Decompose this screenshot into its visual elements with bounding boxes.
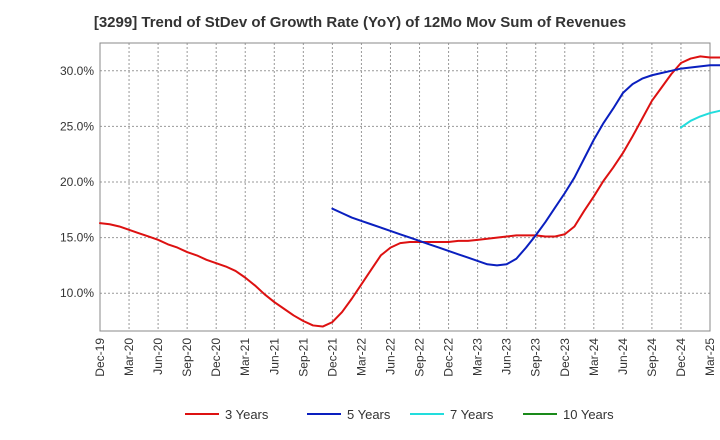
x-tick-label: Jun-20 — [151, 338, 165, 375]
x-tick-label: Sep-20 — [180, 338, 194, 377]
legend-label: 5 Years — [347, 407, 391, 422]
x-axis: Dec-19 Mar-20 Jun-20 Sep-20 Dec-20 Mar-21 Jun-… — [93, 338, 717, 377]
y-tick-label: 15.0% — [60, 231, 94, 245]
series-layer — [99, 55, 720, 328]
chart-title: [3299] Trend of StDev of Growth Rate (Yo… — [93, 14, 627, 31]
x-tick-label: Sep-21 — [296, 338, 310, 377]
x-tick-label: Mar-21 — [238, 338, 252, 376]
legend-label: 7 Years — [450, 407, 494, 422]
series-line-3-years — [99, 55, 720, 328]
x-tick-label: Dec-21 — [325, 338, 339, 377]
x-tick-label: Dec-24 — [674, 338, 688, 377]
x-tick-label: Mar-25 — [703, 338, 717, 376]
y-axis: 10.0% 15.0% 20.0% 25.0% 30.0% — [60, 64, 94, 300]
x-tick-label: Dec-22 — [442, 338, 456, 377]
legend-label: 10 Years — [563, 407, 614, 422]
x-tick-label: Jun-24 — [616, 338, 630, 375]
grid-layer — [100, 43, 710, 331]
x-tick-label: Sep-23 — [529, 338, 543, 377]
series-line-7-years — [679, 109, 720, 129]
y-tick-label: 25.0% — [60, 119, 94, 133]
x-tick-label: Mar-22 — [354, 338, 368, 376]
x-tick-label: Jun-21 — [267, 338, 281, 375]
x-tick-label: Jun-22 — [383, 338, 397, 375]
x-tick-label: Sep-24 — [645, 338, 659, 377]
y-tick-label: 10.0% — [60, 286, 94, 300]
series-line-5-years — [331, 64, 720, 267]
x-tick-label: Dec-19 — [93, 338, 107, 377]
x-tick-label: Dec-23 — [558, 338, 572, 377]
legend: 3 Years 5 Years 7 Years 10 Years — [185, 407, 614, 422]
y-tick-label: 20.0% — [60, 175, 94, 189]
x-tick-label: Dec-20 — [209, 338, 223, 377]
x-tick-label: Sep-22 — [413, 338, 427, 377]
plot-frame — [99, 42, 711, 332]
x-tick-label: Mar-23 — [471, 338, 485, 376]
x-tick-label: Mar-20 — [122, 338, 136, 376]
x-tick-label: Jun-23 — [500, 338, 514, 375]
y-tick-label: 30.0% — [60, 64, 94, 78]
x-tick-label: Mar-24 — [587, 338, 601, 376]
legend-label: 3 Years — [225, 407, 269, 422]
